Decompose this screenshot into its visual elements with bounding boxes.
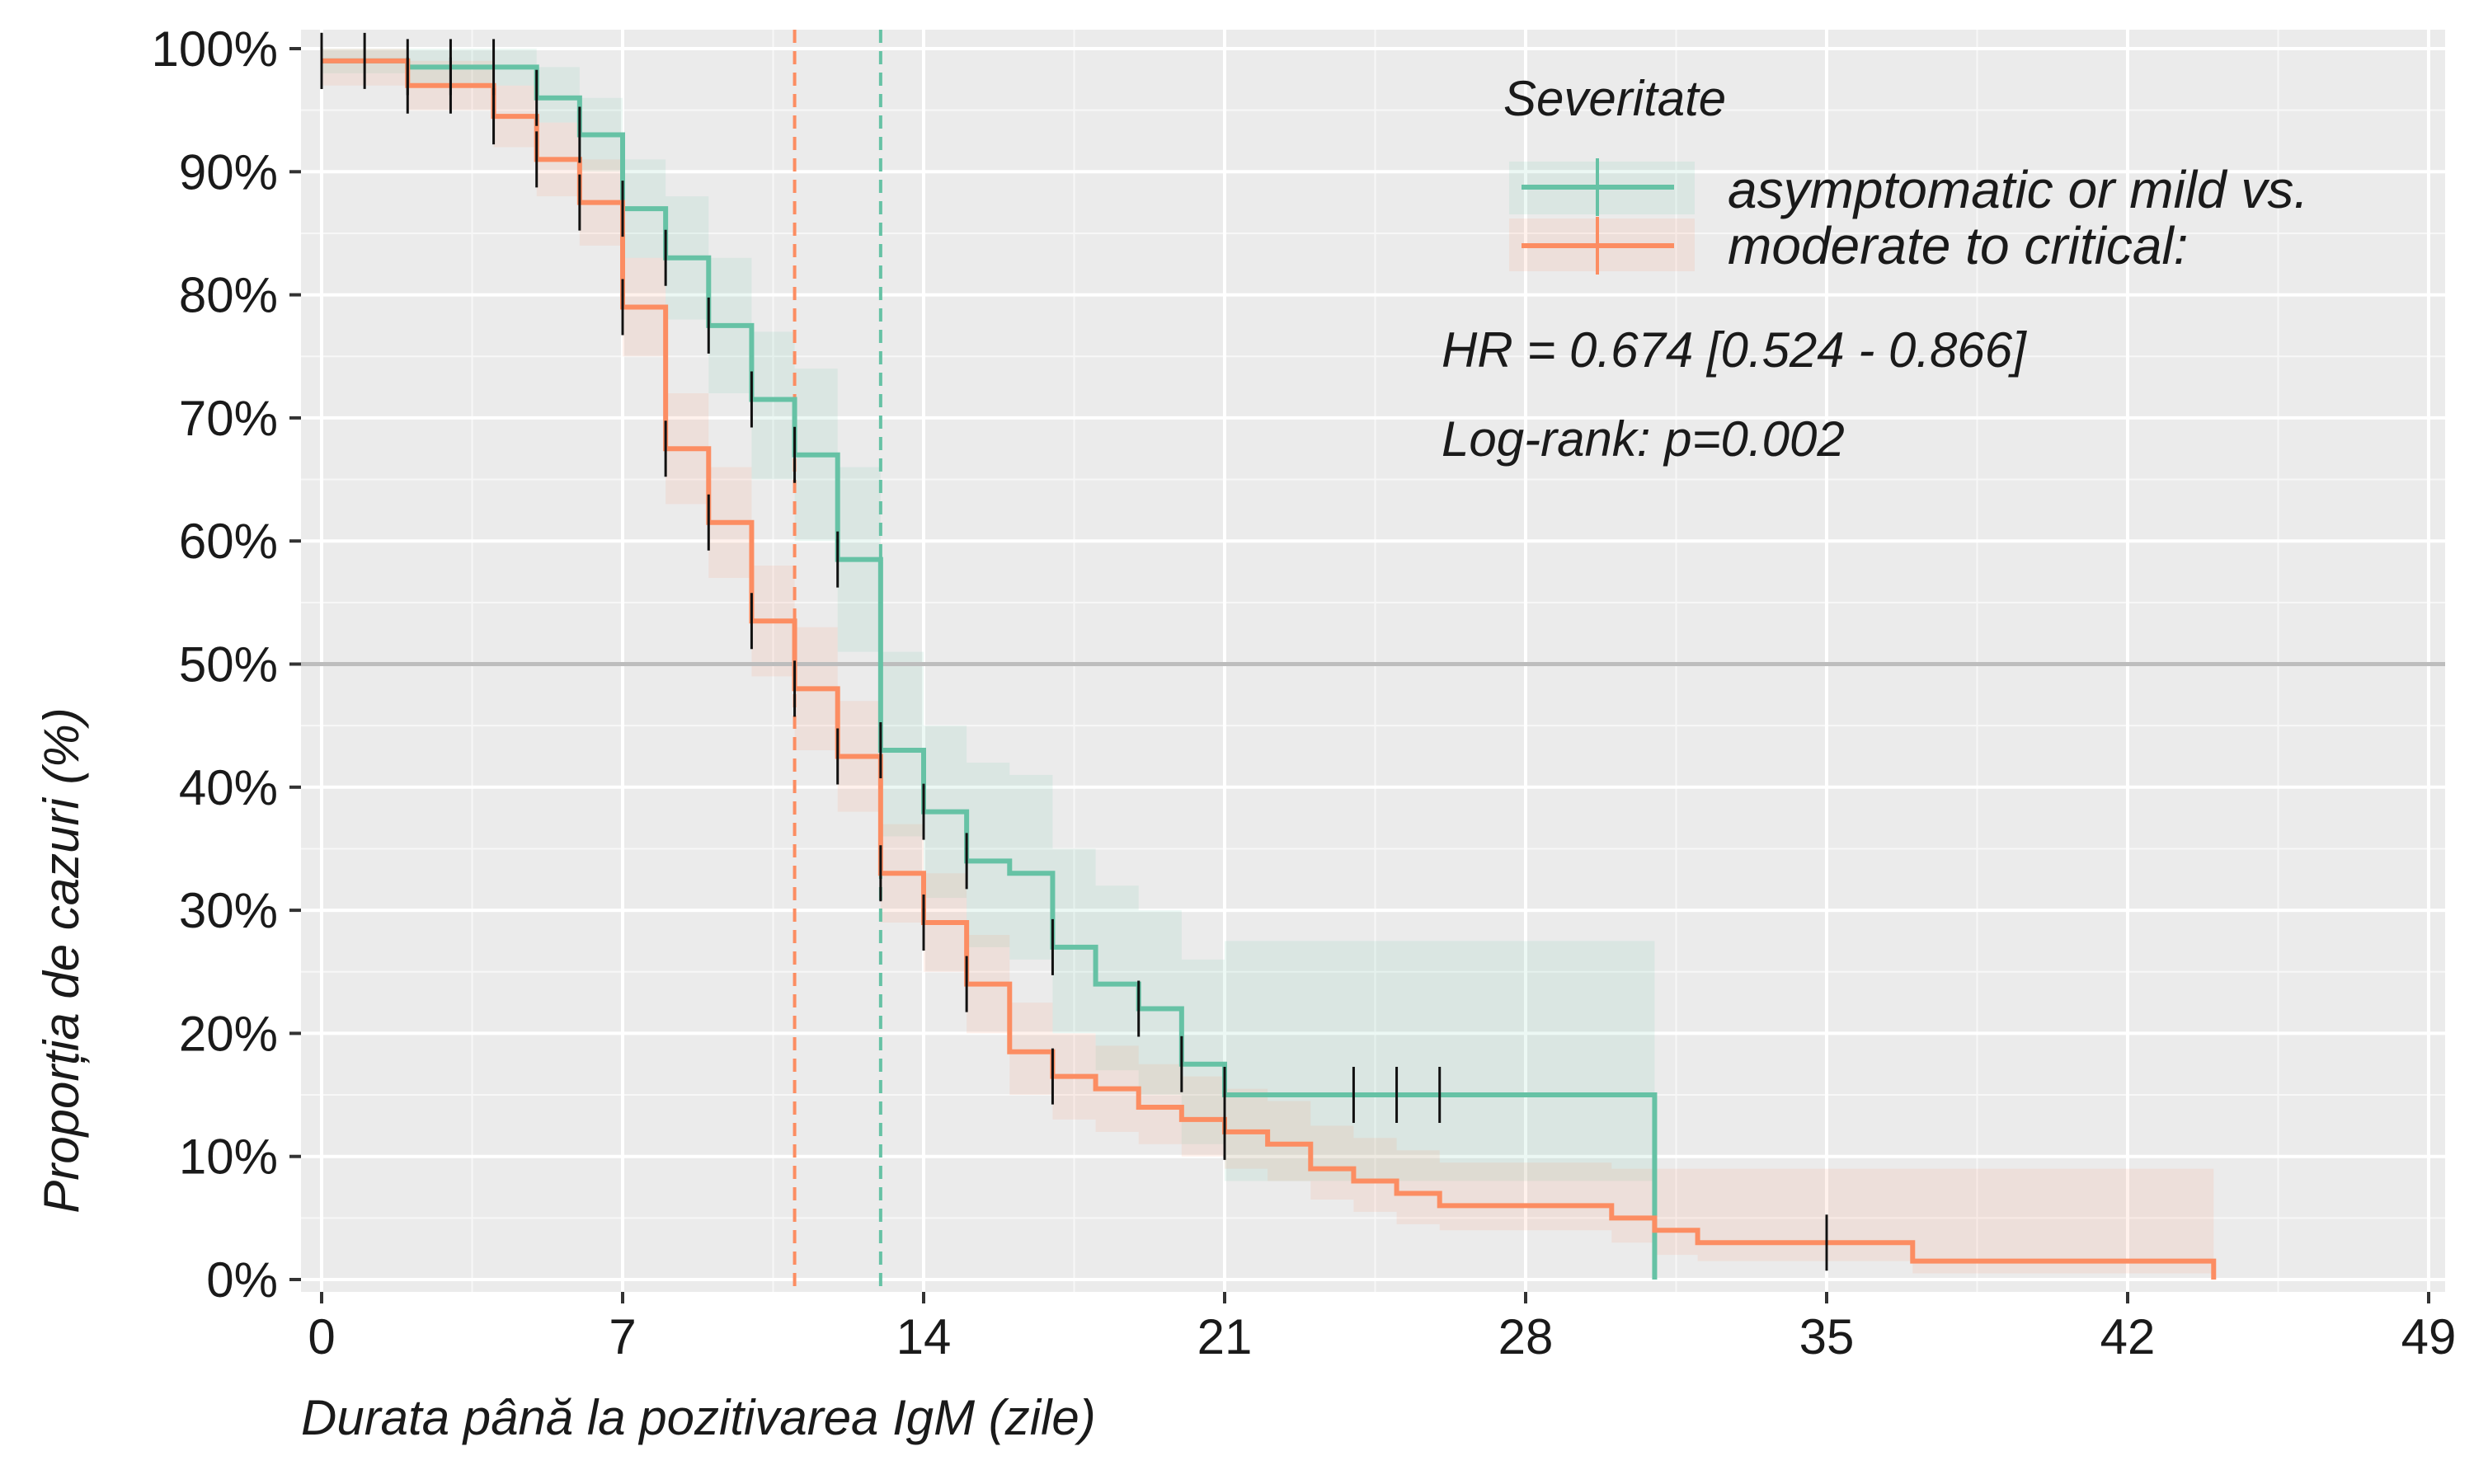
y-tick-label: 40% (179, 760, 278, 815)
y-axis-title: Proporția de cazuri (%) (34, 707, 89, 1214)
x-axis-title: Durata până la pozitivarea IgM (zile) (301, 1390, 1096, 1445)
y-tick-label: 60% (179, 514, 278, 569)
legend-key-2 (1509, 217, 1695, 275)
legend-label-2: moderate to critical: (1728, 216, 2188, 275)
x-tick-label: 49 (2401, 1309, 2457, 1364)
log-rank-annotation: Log-rank: p=0.002 (1442, 411, 1845, 467)
y-tick-label: 30% (179, 883, 278, 938)
x-tick-label: 35 (1799, 1309, 1855, 1364)
grid-minor (301, 30, 2445, 1292)
legend: Severitate asymptomatic or mild vs. mode… (1503, 71, 2308, 275)
x-tick-label: 21 (1197, 1309, 1253, 1364)
y-tick-label: 20% (179, 1006, 278, 1061)
hazard-ratio-annotation: HR = 0.674 [0.524 - 0.866] (1442, 322, 2027, 378)
legend-label-1: asymptomatic or mild vs. (1728, 160, 2308, 219)
x-axis-ticks: 0 7 14 21 28 35 42 49 (308, 1292, 2456, 1364)
grid-major (301, 30, 2445, 1292)
legend-key-1 (1509, 158, 1695, 216)
y-axis-ticks: 0% 10% 20% 30% 40% 50% 60% 70% 80% 90% 100% (152, 21, 301, 1308)
x-tick-label: 42 (2100, 1309, 2156, 1364)
legend-title: Severitate (1503, 71, 1726, 126)
y-tick-label: 80% (179, 268, 278, 323)
y-tick-label: 50% (179, 637, 278, 693)
censor-marks (320, 32, 1828, 1271)
y-tick-label: 10% (179, 1129, 278, 1185)
y-tick-label: 100% (152, 21, 278, 77)
confidence-band-1 (322, 49, 1655, 1280)
x-tick-label: 0 (308, 1309, 335, 1364)
confidence-bands (322, 49, 2214, 1280)
y-tick-label: 90% (179, 144, 278, 200)
plot-panel (301, 30, 2445, 1292)
x-tick-label: 28 (1498, 1309, 1554, 1364)
y-tick-label: 70% (179, 391, 278, 446)
x-tick-label: 7 (609, 1309, 636, 1364)
y-tick-label: 0% (206, 1252, 278, 1308)
x-tick-label: 14 (896, 1309, 952, 1364)
